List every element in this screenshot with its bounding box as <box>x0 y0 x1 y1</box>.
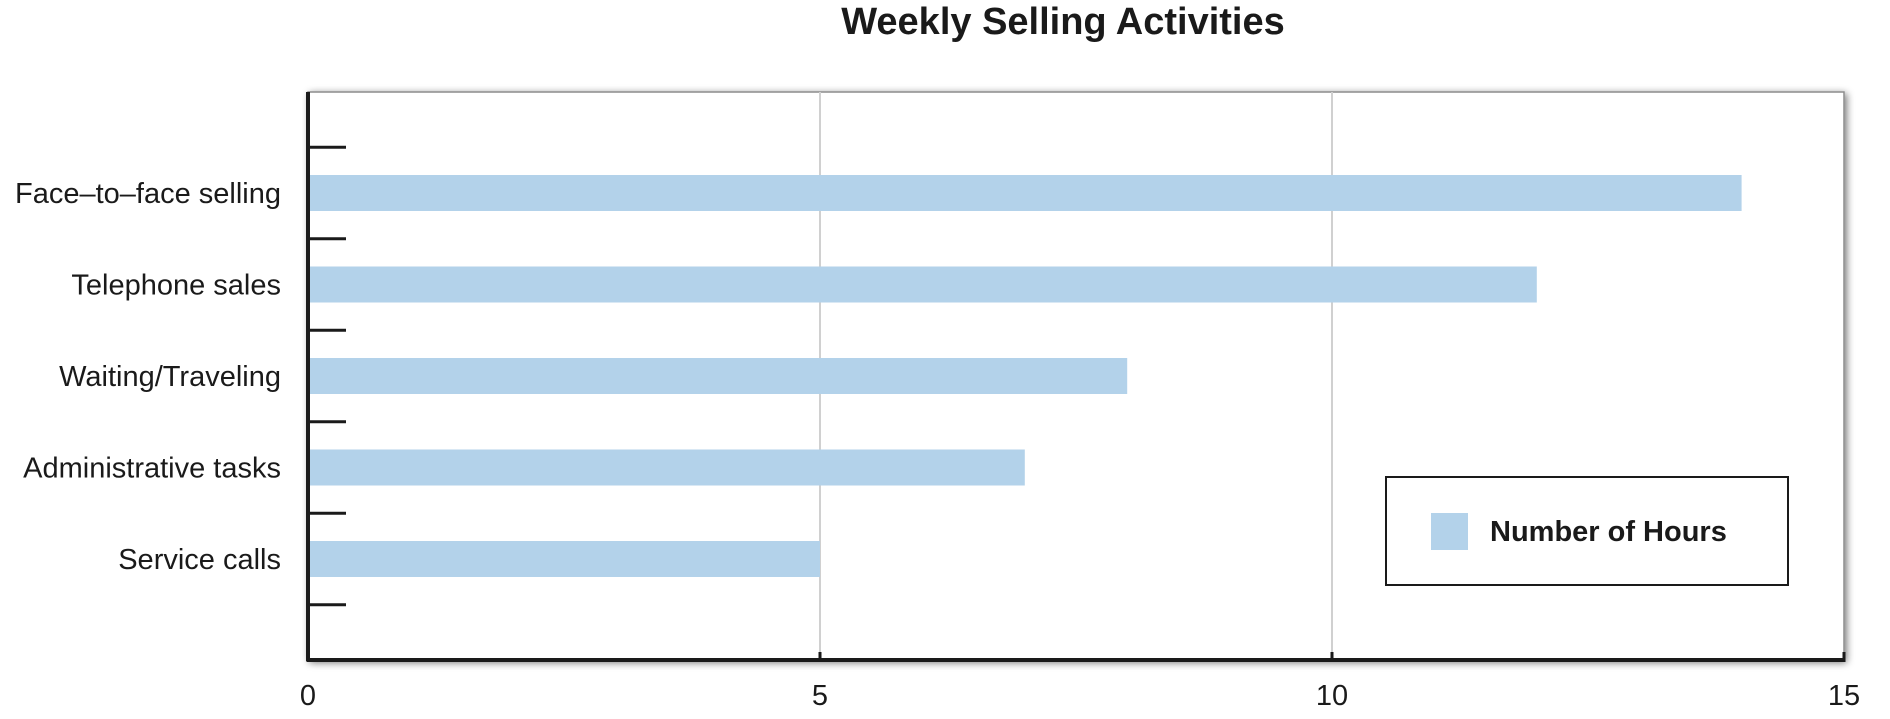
legend-swatch <box>1431 513 1468 550</box>
bar <box>310 541 820 577</box>
legend-label: Number of Hours <box>1490 516 1727 548</box>
x-tick-label: 0 <box>300 680 316 712</box>
chart-title: Weekly Selling Activities <box>841 1 1285 43</box>
legend: Number of Hours <box>1386 477 1788 585</box>
category-label: Administrative tasks <box>23 453 281 485</box>
category-label: Waiting/Traveling <box>59 361 281 393</box>
bar <box>310 450 1025 486</box>
category-labels: Face–to–face selling Telephone sales Waiti… <box>15 178 281 576</box>
category-label: Service calls <box>118 544 281 576</box>
x-tick-labels: 0 5 10 15 <box>300 680 1860 712</box>
bar <box>310 175 1742 211</box>
x-tick-label: 10 <box>1316 680 1348 712</box>
bar <box>310 267 1537 303</box>
x-tick-label: 5 <box>812 680 828 712</box>
category-label: Telephone sales <box>71 270 281 302</box>
category-label: Face–to–face selling <box>15 178 281 210</box>
x-tick-label: 15 <box>1828 680 1860 712</box>
bar <box>310 358 1127 394</box>
